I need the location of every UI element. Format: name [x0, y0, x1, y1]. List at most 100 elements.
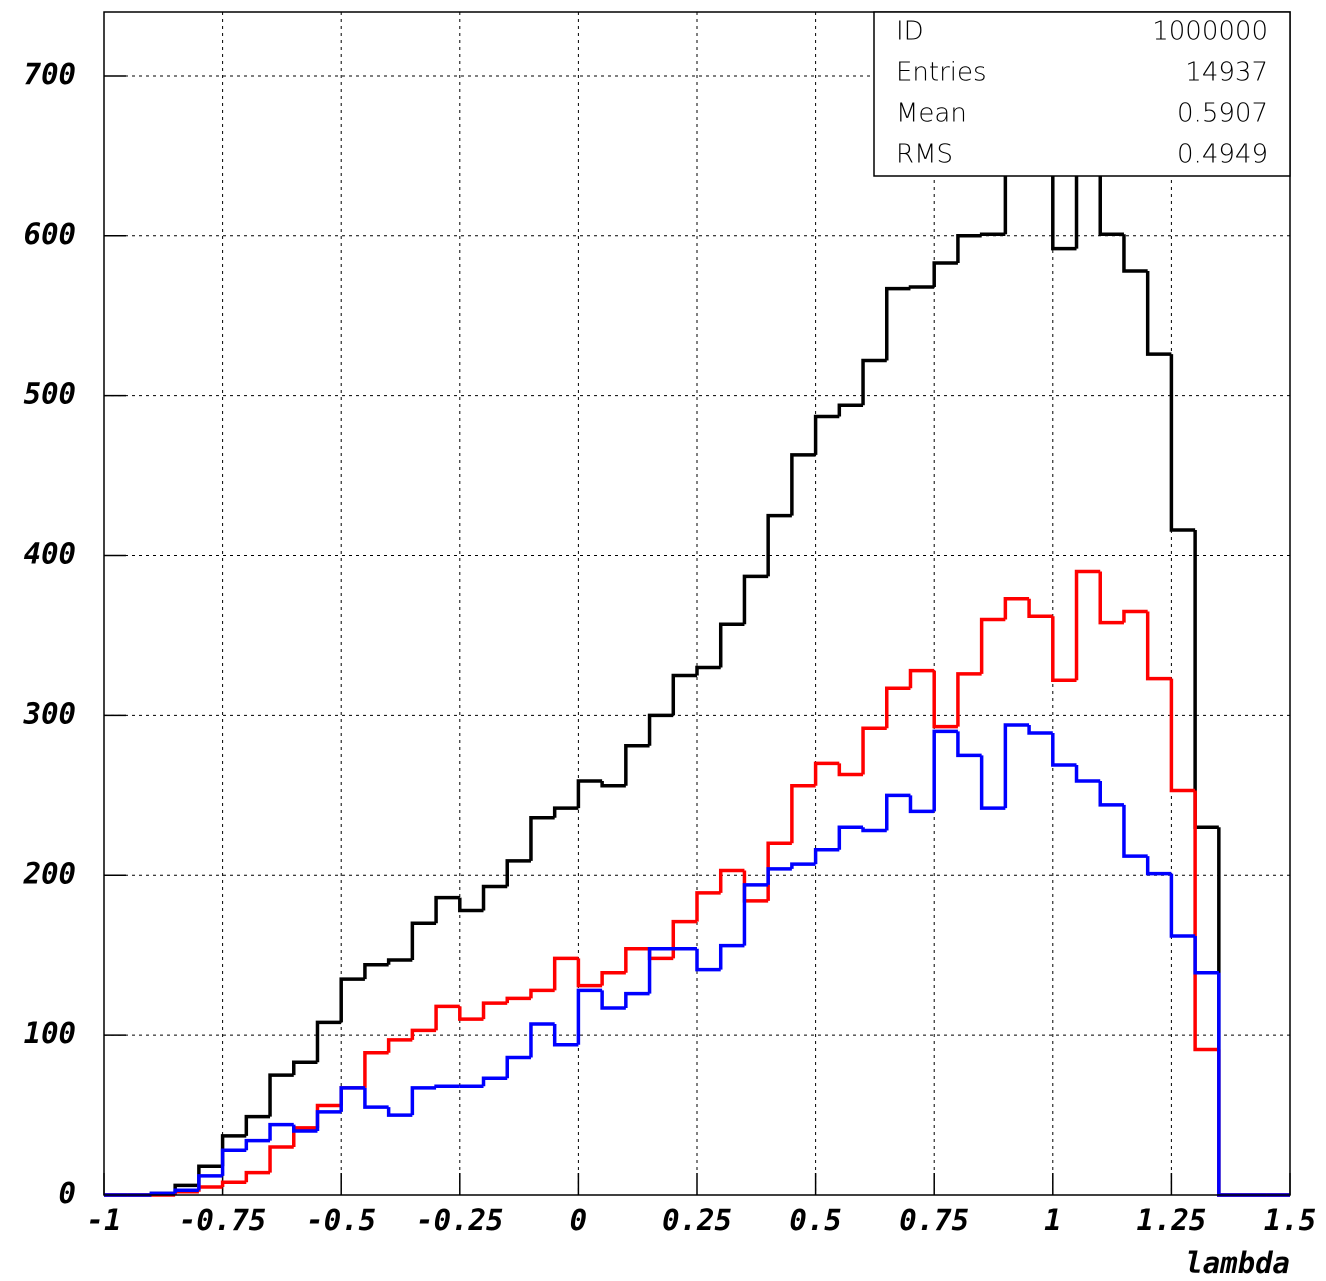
- histogram-bin: [1051, 154, 1077, 251]
- histogram-bin: [576, 779, 603, 809]
- histogram-bin: [624, 947, 650, 973]
- histogram-bin: [1145, 856, 1172, 876]
- histogram-bin: [790, 453, 816, 516]
- histogram-bin: [600, 990, 626, 1010]
- histogram-bin: [1145, 270, 1172, 356]
- histogram-bin: [434, 1084, 460, 1089]
- histogram-bin: [695, 948, 721, 972]
- histogram-bin: [339, 977, 365, 1023]
- y-tick-label: 300: [23, 696, 76, 730]
- histogram-bin: [434, 895, 460, 924]
- histogram-bin: [718, 868, 745, 893]
- histogram-bin: [718, 622, 745, 668]
- histogram-bin: [339, 1086, 365, 1106]
- histogram-bin: [505, 859, 531, 887]
- x-axis-label: lambda: [1185, 1246, 1290, 1280]
- stat-label: RMS: [896, 140, 953, 170]
- histogram-bin: [292, 1060, 318, 1076]
- histogram-bin: [410, 921, 437, 960]
- histogram-bin: [1217, 972, 1243, 1197]
- y-tick-label: 100: [24, 1016, 76, 1050]
- histogram-bin: [481, 1001, 508, 1020]
- histogram-bin: [695, 891, 721, 922]
- y-tick-label: 200: [23, 856, 76, 890]
- histogram-bin: [837, 825, 864, 850]
- histogram-bin: [529, 1022, 555, 1058]
- stat-value: 0.4949: [1177, 140, 1268, 170]
- histogram-bin: [552, 956, 579, 991]
- histogram-bin: [1193, 529, 1219, 830]
- stat-label: ID: [896, 17, 924, 47]
- histogram-bin: [1122, 234, 1148, 273]
- histogram-bin: [624, 991, 650, 1008]
- histogram-bin: [458, 1006, 484, 1021]
- histogram-bin: [956, 234, 982, 263]
- x-tick-label: -0.75: [179, 1203, 266, 1237]
- histogram-bin: [718, 943, 745, 970]
- histogram-bin: [790, 862, 816, 869]
- histogram-bin: [979, 617, 1006, 674]
- x-tick-label: 1.25: [1136, 1203, 1206, 1237]
- histogram-bin: [552, 806, 579, 818]
- histogram-bin: [932, 729, 958, 812]
- histogram-bin: [244, 1170, 271, 1183]
- histogram-bin: [1027, 724, 1053, 735]
- histogram-bin: [434, 1004, 460, 1031]
- plot-frame: [103, 11, 1291, 1196]
- histogram-bin: [1122, 609, 1148, 623]
- histogram-bin: [458, 897, 484, 913]
- histogram-bin: [1145, 611, 1172, 681]
- stats-box: [873, 11, 1291, 177]
- stat-label: Entries: [896, 58, 987, 88]
- histogram-bin: [885, 793, 911, 831]
- histogram-bin: [1003, 723, 1030, 809]
- histogram-bin: [1098, 571, 1124, 625]
- histogram-bin: [671, 919, 697, 959]
- histogram-bin: [1074, 569, 1101, 681]
- histogram-bin: [505, 1055, 531, 1079]
- histogram-bin: [552, 1023, 579, 1047]
- histogram-bin: [197, 1185, 223, 1192]
- histogram-bin: [908, 285, 935, 289]
- histogram-bin: [339, 1086, 365, 1112]
- histogram-bin: [410, 1086, 437, 1116]
- y-tick-label: 600: [24, 217, 76, 251]
- histogram-bin: [244, 1114, 271, 1136]
- histogram-bin: [505, 996, 531, 1004]
- histogram-bin: [1074, 764, 1101, 783]
- histogram-bin: [766, 841, 792, 901]
- histogram-bin: [315, 1110, 342, 1132]
- histogram-bin: [244, 1138, 271, 1151]
- histogram-bin: [363, 1087, 389, 1109]
- x-tick-label: 0.5: [789, 1203, 841, 1237]
- x-tick-label: -0.5: [306, 1203, 376, 1237]
- histogram-bin: [363, 963, 389, 980]
- histogram-bin: [386, 1038, 413, 1053]
- histogram-bin: [813, 847, 840, 865]
- histogram-bin: [268, 1145, 294, 1173]
- histogram-bin: [956, 731, 982, 758]
- histogram-bin: [695, 665, 721, 676]
- stat-value: 14937: [1185, 58, 1268, 88]
- stat-value: 1000000: [1152, 17, 1268, 47]
- histogram-bin: [386, 1107, 413, 1117]
- x-tick-label: 1.5: [1264, 1203, 1316, 1237]
- histogram-bin: [790, 783, 816, 844]
- histogram-bin: [1051, 616, 1077, 682]
- y-tick-label: 0: [59, 1176, 76, 1210]
- histogram-bin: [1122, 804, 1148, 858]
- histogram-bin: [647, 947, 674, 994]
- histogram-bin: [410, 1028, 437, 1040]
- histogram-bin: [1169, 873, 1196, 938]
- histogram-bin: [647, 713, 674, 746]
- histogram-bin: [315, 1103, 342, 1128]
- histogram-bin: [837, 403, 864, 417]
- histogram-bin: [529, 815, 555, 861]
- histogram-bin: [885, 286, 911, 361]
- histogram-bin: [481, 884, 508, 911]
- x-tick-label: 0: [570, 1203, 587, 1237]
- histogram-bin: [837, 763, 864, 777]
- histogram-bin: [1193, 936, 1219, 975]
- histogram-bin: [1169, 678, 1196, 793]
